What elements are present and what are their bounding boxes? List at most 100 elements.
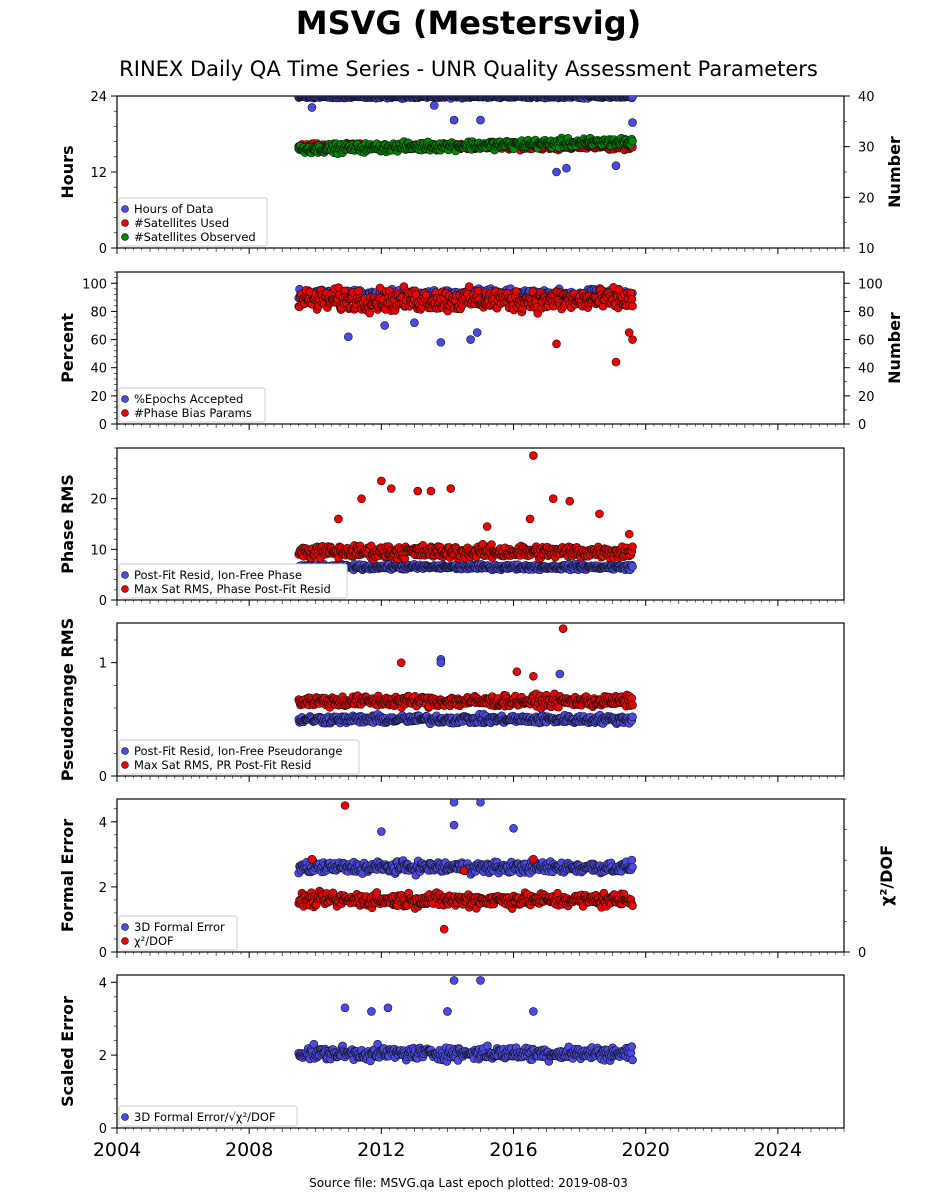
data-point: [473, 286, 483, 296]
data-point-outlier: [396, 658, 406, 667]
data-point-outlier: [426, 486, 436, 496]
y-tick-label: 0: [99, 594, 107, 609]
y2-tick-label: 0: [858, 418, 866, 433]
legend: Hours of Data#Satellites Used#Satellites…: [118, 197, 268, 247]
data-point-outlier: [466, 335, 475, 344]
points: [294, 451, 637, 575]
data-point-outlier: [380, 321, 389, 330]
data-point-outlier: [436, 338, 446, 347]
legend: Post-Fit Resid, Ion-Free PseudorangeMax …: [118, 739, 360, 775]
y-axis-label: Phase RMS: [58, 474, 77, 574]
data-point-outlier: [529, 451, 538, 460]
data-point: [411, 290, 421, 299]
legend-box: [118, 387, 266, 423]
legend-marker: [121, 395, 129, 403]
panel-3: 0 10 20 Phase RMS Post-Fit Resid, Ion-Free P…: [58, 447, 845, 609]
y-axis-label: Hours: [58, 145, 77, 198]
data-point-outlier: [558, 624, 568, 633]
data-point-outlier: [482, 522, 492, 531]
legend-marker: [121, 761, 129, 769]
data-point: [628, 700, 637, 710]
y2-axis-label: χ²/DOF: [877, 845, 896, 906]
data-point-outlier: [628, 335, 637, 344]
data-point: [511, 287, 521, 296]
chart-title: MSVG (Mestersvig): [295, 4, 642, 42]
data-point: [464, 282, 474, 291]
data-point-outlier: [512, 667, 522, 677]
data-point-outlier: [509, 823, 518, 833]
y-tick-label: 0: [99, 242, 107, 257]
y-axis-label: Percent: [58, 313, 77, 383]
data-point: [354, 286, 363, 296]
data-point-outlier: [334, 514, 343, 524]
legend-marker: [121, 585, 129, 593]
y2-axis-label: Number: [885, 136, 904, 208]
y2-tick-label: 100: [858, 277, 883, 292]
legend-marker: [121, 219, 129, 227]
data-point-outlier: [595, 509, 604, 519]
data-point-outlier: [552, 339, 561, 349]
points: [294, 96, 637, 177]
series-1: [294, 559, 637, 575]
data-point-outlier: [565, 496, 575, 506]
data-point: [628, 96, 637, 101]
data-point-outlier: [429, 101, 439, 110]
data-point-outlier: [552, 167, 561, 177]
points: [294, 282, 637, 367]
data-point-outlier: [562, 163, 571, 173]
panel-2: 0 20 40 60 80 100 Percent 0 20 40 60 80 100 Number %Ep…: [58, 271, 904, 433]
points: [294, 624, 637, 729]
legend-marker: [121, 409, 129, 417]
legend-label: Hours of Data: [134, 202, 214, 216]
y-tick-label: 20: [90, 493, 107, 508]
data-point: [365, 308, 374, 318]
data-point-outlier: [377, 827, 386, 836]
legend: %Epochs Accepted#Phase Bias Params: [118, 387, 266, 423]
y-tick-label: 60: [90, 334, 107, 349]
data-point-outlier: [624, 328, 634, 337]
y-tick-label: 10: [90, 543, 107, 558]
y2-tick-label: 30: [858, 141, 875, 156]
data-point-outlier: [386, 484, 396, 493]
series-2: [294, 451, 637, 564]
data-point-outlier: [525, 514, 535, 524]
data-point-outlier: [472, 328, 482, 337]
legend-label: #Satellites Observed: [134, 230, 256, 244]
y-tick-label: 24: [90, 90, 107, 105]
data-point-outlier: [307, 103, 317, 112]
y-tick-label: 1: [99, 657, 107, 672]
data-point: [628, 301, 637, 311]
legend-marker: [121, 571, 129, 579]
data-point-outlier: [436, 658, 446, 667]
series-1: [294, 96, 637, 177]
data-point-outlier: [357, 494, 366, 503]
y-tick-label: 2: [99, 881, 107, 896]
data-point: [627, 855, 637, 865]
data-point-outlier: [449, 799, 459, 807]
y2-tick-label: 40: [858, 362, 875, 377]
data-point-outlier: [555, 669, 565, 679]
data-point-outlier: [611, 357, 621, 367]
data-point-outlier: [624, 529, 634, 539]
data-point: [375, 283, 385, 293]
legend-box: [118, 563, 348, 599]
legend-label: Post-Fit Resid, Ion-Free Pseudorange: [134, 744, 342, 758]
series-3: [294, 133, 637, 158]
legend-label: #Satellites Used: [134, 216, 229, 230]
data-point-outlier: [529, 671, 538, 681]
series-2: [294, 282, 637, 367]
legend-label: #Phase Bias Params: [134, 406, 252, 420]
y-tick-label: 4: [99, 816, 107, 831]
y2-tick-label: 80: [858, 305, 875, 320]
panel-4: 0 1 Pseudorange RMS Post-Fit Resid, Ion-Fre…: [58, 618, 845, 785]
y2-tick-label: 0: [858, 946, 866, 961]
data-point-outlier: [446, 484, 456, 493]
y-tick-label: 100: [82, 277, 107, 292]
legend-label: Max Sat RMS, PR Post-Fit Resid: [134, 758, 311, 772]
y2-tick-label: 20: [858, 191, 875, 206]
data-point-outlier: [449, 115, 459, 125]
y2-tick-label: 20: [858, 390, 875, 405]
data-point: [628, 542, 637, 551]
